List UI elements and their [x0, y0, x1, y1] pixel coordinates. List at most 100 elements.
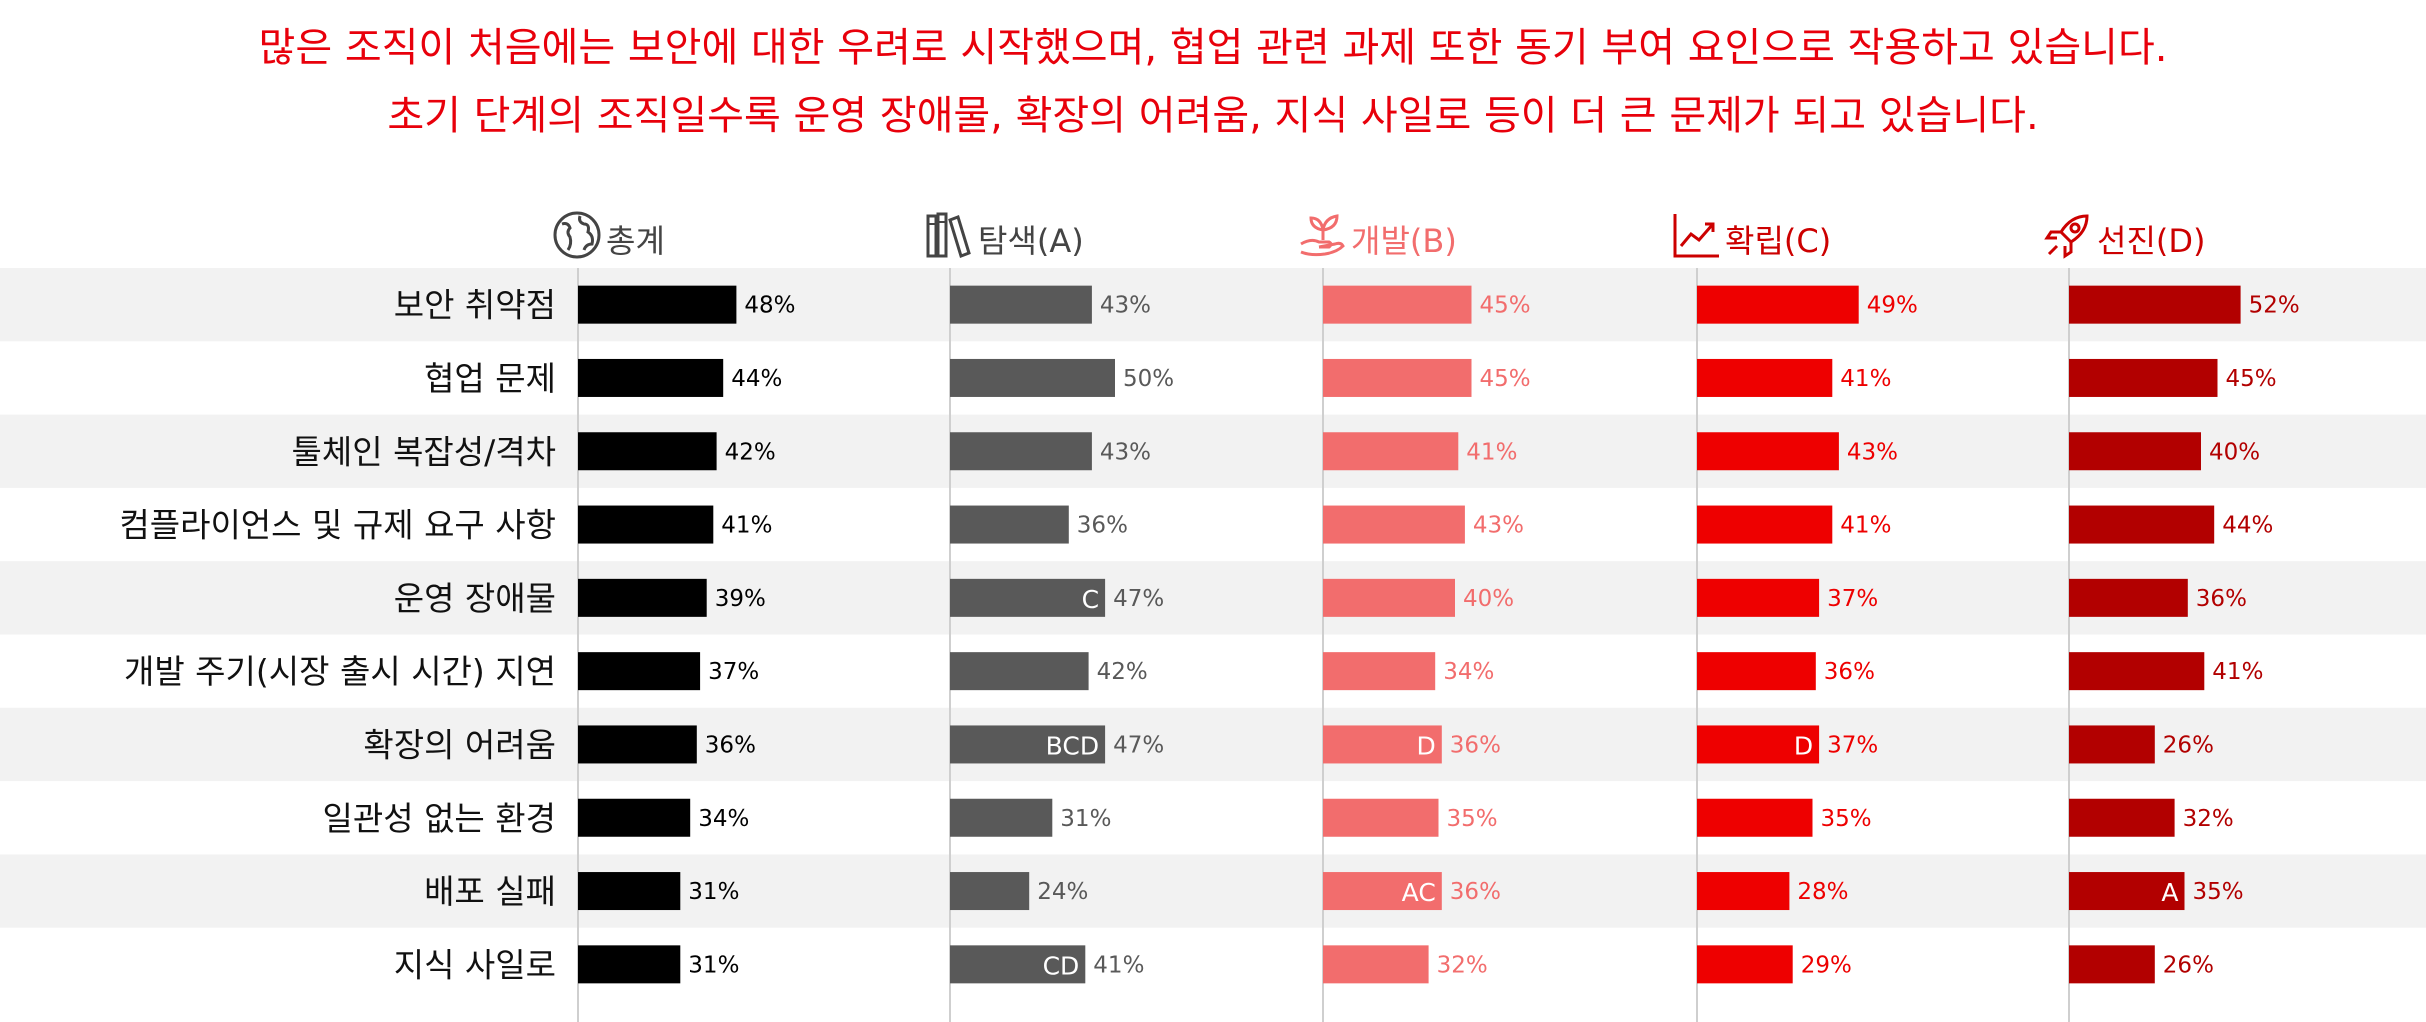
- row-band: [0, 414, 2426, 488]
- category-label: 일관성 없는 환경: [323, 799, 557, 838]
- value-label: 26%: [2163, 732, 2214, 758]
- bar: [1697, 725, 1820, 764]
- bar: [950, 285, 1092, 324]
- bar: [1323, 652, 1436, 691]
- value-label: 41%: [1840, 366, 1891, 392]
- value-label: 49%: [1867, 293, 1918, 319]
- value-label: 36%: [1450, 732, 1501, 758]
- bar: [1697, 578, 1820, 617]
- series-header: 선진(D): [2043, 210, 2206, 262]
- value-label: 31%: [1060, 806, 1111, 832]
- chart-subtitle: 많은 조직이 처음에는 보안에 대한 우려로 시작했으며, 협업 관련 과제 또…: [0, 14, 2426, 150]
- bar: [1323, 505, 1465, 544]
- bar: [1323, 725, 1442, 764]
- value-label: 37%: [708, 659, 759, 685]
- value-label: 34%: [698, 806, 749, 832]
- value-label: 44%: [731, 366, 782, 392]
- category-label: 툴체인 복잡성/격차: [292, 432, 557, 471]
- significance-marker: CD: [1043, 951, 1080, 980]
- value-label: 32%: [2183, 806, 2234, 832]
- value-label: 40%: [2209, 439, 2260, 465]
- value-label: 36%: [1077, 513, 1128, 539]
- bar: [950, 725, 1106, 764]
- bar: [2069, 285, 2241, 324]
- value-label: 43%: [1473, 513, 1524, 539]
- value-label: 47%: [1113, 732, 1164, 758]
- significance-marker: D: [1794, 731, 1813, 760]
- value-label: 37%: [1827, 586, 1878, 612]
- series-name: 확립(C): [1725, 222, 1832, 260]
- bar: [1697, 872, 1790, 911]
- value-label: 37%: [1827, 732, 1878, 758]
- significance-marker: AC: [1402, 878, 1436, 907]
- category-label: 지식 사일로: [394, 945, 556, 984]
- value-label: 36%: [1450, 879, 1501, 905]
- value-label: 35%: [2193, 879, 2244, 905]
- bar: [950, 578, 1106, 617]
- value-label: 36%: [705, 732, 756, 758]
- category-label: 배포 실패: [424, 872, 556, 911]
- value-label: 40%: [1463, 586, 1514, 612]
- value-label: 44%: [2222, 513, 2273, 539]
- value-label: 41%: [721, 513, 772, 539]
- bar: [578, 578, 707, 617]
- significance-marker: BCD: [1046, 731, 1099, 760]
- row-band: [0, 854, 2426, 928]
- value-label: 28%: [1797, 879, 1848, 905]
- series-header: 개발(B): [1297, 210, 1457, 262]
- bar: [578, 798, 691, 837]
- bar: [2069, 652, 2205, 691]
- series-name: 선진(D): [2097, 222, 2206, 260]
- books-icon: [924, 212, 978, 260]
- sprout-icon: [1297, 214, 1351, 260]
- series-header: 총계: [552, 210, 665, 262]
- bar: [1323, 945, 1429, 984]
- bar: [1697, 285, 1859, 324]
- value-label: 32%: [1437, 952, 1488, 978]
- bar: [2069, 798, 2175, 837]
- bar: [1323, 578, 1455, 617]
- value-label: 41%: [1466, 439, 1517, 465]
- value-label: 35%: [1821, 806, 1872, 832]
- value-label: 52%: [2249, 293, 2300, 319]
- bar: [950, 652, 1089, 691]
- bar: [2069, 358, 2218, 397]
- value-label: 43%: [1847, 439, 1898, 465]
- value-label: 45%: [1480, 293, 1531, 319]
- bar: [1323, 798, 1439, 837]
- bar: [578, 432, 717, 471]
- category-label: 보안 취약점: [394, 286, 556, 325]
- bar: [950, 432, 1092, 471]
- bar: [578, 725, 697, 764]
- bar: [1323, 285, 1472, 324]
- value-label: 31%: [688, 952, 739, 978]
- value-label: 41%: [2212, 659, 2263, 685]
- category-label: 개발 주기(시장 출시 시간) 지연: [124, 652, 556, 691]
- bar: [2069, 945, 2155, 984]
- value-label: 36%: [2196, 586, 2247, 612]
- series-name: 개발(B): [1351, 222, 1457, 260]
- value-label: 36%: [1824, 659, 1875, 685]
- series-name: 총계: [606, 222, 665, 260]
- bar: [578, 505, 714, 544]
- value-label: 39%: [715, 586, 766, 612]
- bar: [578, 358, 724, 397]
- bar: [1323, 432, 1459, 471]
- bar: [2069, 725, 2155, 764]
- value-label: 48%: [744, 293, 795, 319]
- significance-marker: C: [1082, 585, 1099, 614]
- category-label: 협업 문제: [424, 359, 556, 398]
- bar: [2069, 872, 2185, 911]
- category-label: 컴플라이언스 및 규제 요구 사항: [119, 506, 556, 545]
- bar: [950, 798, 1053, 837]
- row-band: [0, 707, 2426, 782]
- value-label: 43%: [1100, 439, 1151, 465]
- row-band: [0, 268, 2426, 342]
- subtitle-line-1: 많은 조직이 처음에는 보안에 대한 우려로 시작했으며, 협업 관련 과제 또…: [258, 25, 2168, 71]
- bar: [950, 872, 1030, 911]
- chart-up-icon: [1671, 214, 1725, 260]
- rocket-icon: [2043, 214, 2097, 260]
- series-name: 탐색(A): [978, 222, 1084, 260]
- row-band: [0, 561, 2426, 635]
- value-label: 47%: [1113, 586, 1164, 612]
